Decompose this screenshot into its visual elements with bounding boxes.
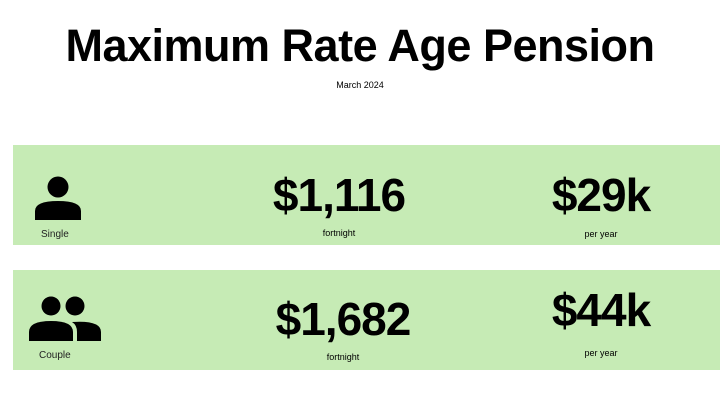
row-label: Single — [41, 229, 69, 240]
single-row: Single $1,116 fortnight $29k per year — [13, 145, 720, 245]
year-amount: $29k — [551, 169, 651, 221]
year-label: per year — [584, 348, 618, 358]
fortnight-label: fortnight — [326, 352, 360, 362]
couple-row: Couple $1,682 fortnight $44k per year — [13, 270, 720, 370]
page-title: Maximum Rate Age Pension — [65, 20, 655, 71]
year-label: per year — [584, 229, 618, 239]
person-icon — [35, 176, 81, 220]
year-amount: $44k — [551, 284, 651, 336]
fortnight-label: fortnight — [322, 228, 356, 238]
fortnight-amount: $1,116 — [272, 169, 406, 221]
page-subtitle: March 2024 — [336, 80, 384, 90]
fortnight-amount: $1,682 — [275, 293, 412, 345]
two-people-icon — [29, 296, 101, 341]
row-label: Couple — [39, 350, 71, 361]
